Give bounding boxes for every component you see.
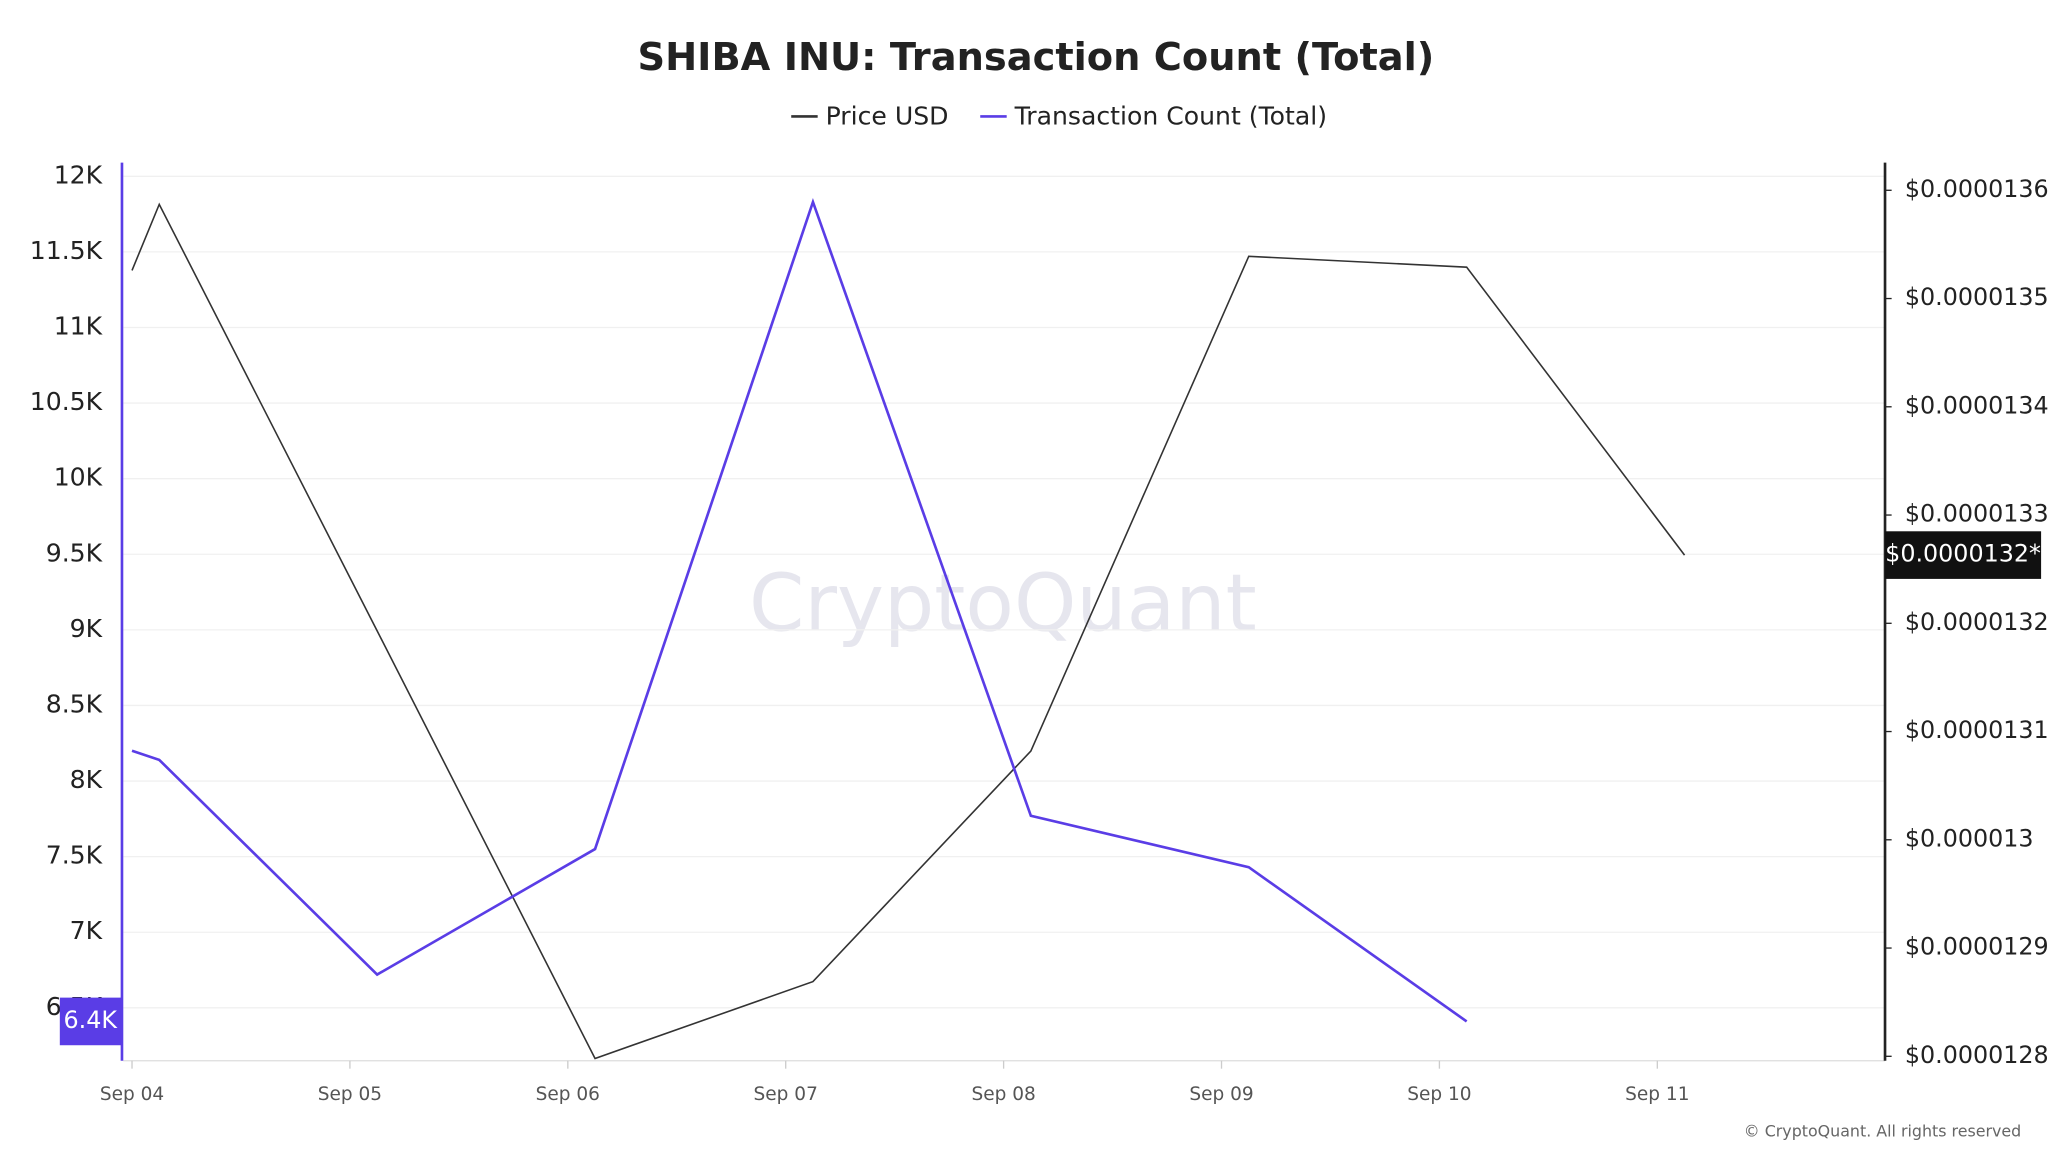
y-tick-label: 7.5K bbox=[46, 841, 103, 870]
y-tick-label: 9.5K bbox=[46, 538, 103, 567]
y-tick-label: 8.5K bbox=[46, 689, 103, 718]
y2-tick-label: $0.000013 bbox=[1905, 824, 2034, 852]
y-tick-label: 9K bbox=[70, 614, 103, 643]
legend-label: Transaction Count (Total) bbox=[1014, 102, 1327, 131]
legend-label: Price USD bbox=[826, 102, 949, 131]
y-tick-label: 11.5K bbox=[30, 236, 103, 265]
chart-title: SHIBA INU: Transaction Count (Total) bbox=[637, 35, 1434, 80]
x-tick-label: Sep 08 bbox=[971, 1084, 1035, 1105]
price-badge bbox=[1885, 531, 2042, 579]
y-tick-label: 8K bbox=[70, 765, 103, 794]
x-tick-label: Sep 07 bbox=[754, 1084, 818, 1105]
series-line bbox=[131, 197, 1468, 1023]
y-tick-label: 11K bbox=[54, 311, 103, 340]
count-badge bbox=[59, 997, 122, 1046]
series-line bbox=[131, 202, 1686, 1060]
y-tick-label: 10.5K bbox=[30, 387, 103, 416]
y2-tick-label: $0.0000135 bbox=[1905, 283, 2048, 311]
y-tick-label: 7K bbox=[70, 916, 103, 945]
x-tick-label: Sep 06 bbox=[536, 1084, 600, 1105]
y2-tick-label: $0.0000131 bbox=[1905, 716, 2048, 744]
x-tick-label: Sep 05 bbox=[318, 1084, 382, 1105]
y2-tick-label: $0.0000134 bbox=[1905, 391, 2048, 419]
x-tick-label: Sep 11 bbox=[1625, 1084, 1689, 1105]
y2-tick-label: $0.0000136 bbox=[1905, 175, 2048, 203]
price-badge-label: $0.0000132* bbox=[1885, 540, 2041, 568]
y2-tick-label: $0.0000133 bbox=[1905, 500, 2048, 528]
count-badge-label: 6.4K bbox=[64, 1006, 119, 1034]
watermark: CryptoQuant bbox=[749, 556, 1257, 649]
x-tick-label: Sep 09 bbox=[1189, 1084, 1253, 1105]
x-tick-label: Sep 10 bbox=[1407, 1084, 1471, 1105]
y-tick-label: 10K bbox=[54, 463, 103, 492]
y-tick-label: 12K bbox=[54, 160, 103, 189]
x-tick-label: Sep 04 bbox=[100, 1084, 164, 1105]
y2-tick-label: $0.0000129 bbox=[1905, 933, 2048, 961]
y2-tick-label: $0.0000128 bbox=[1905, 1041, 2048, 1069]
footer: © CryptoQuant. All rights reserved bbox=[1744, 1122, 2021, 1141]
y2-tick-label: $0.0000132 bbox=[1905, 608, 2048, 636]
